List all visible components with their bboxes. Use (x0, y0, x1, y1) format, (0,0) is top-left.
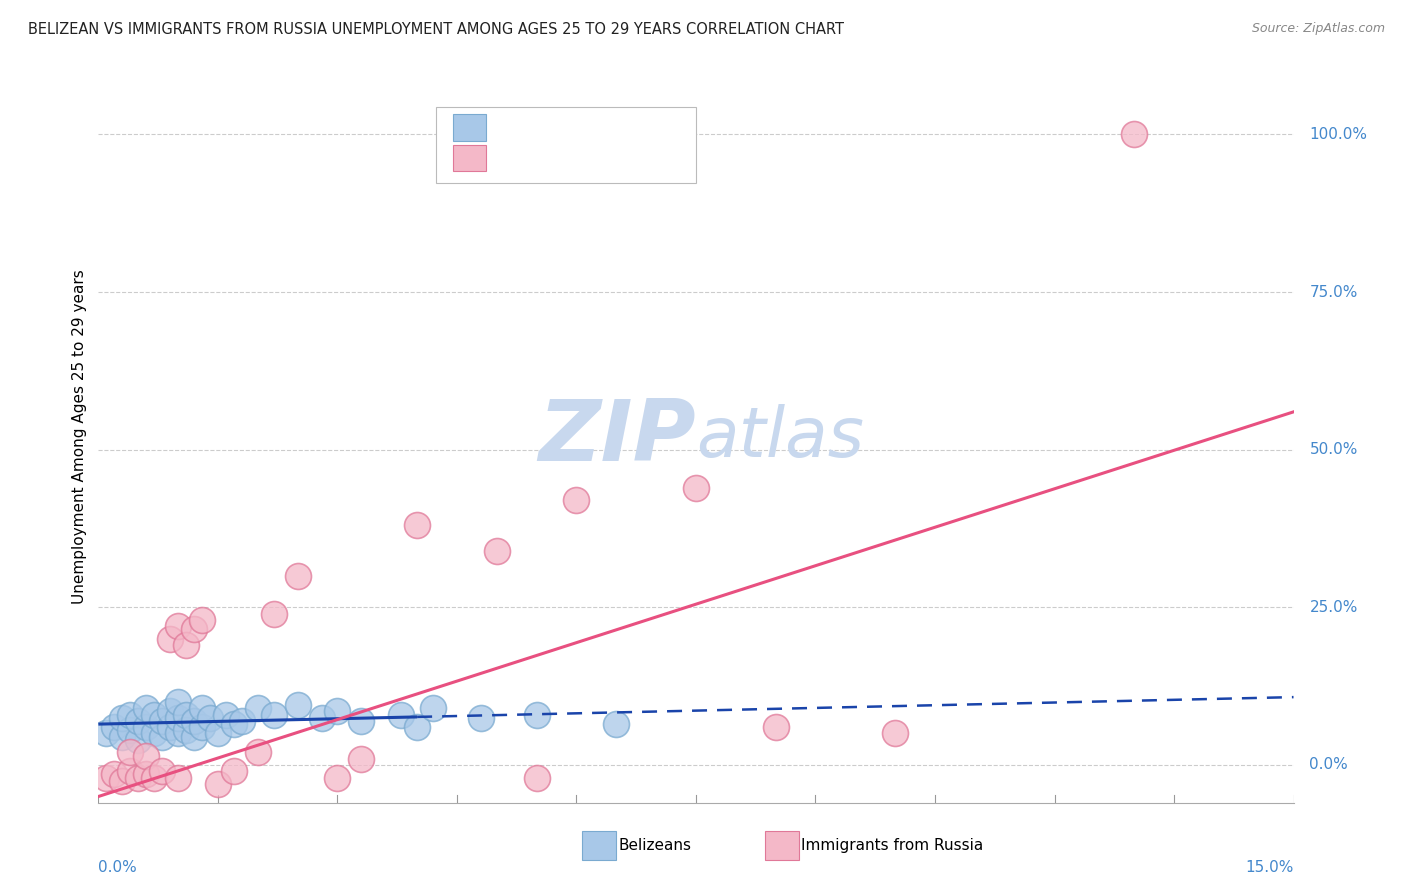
Point (167, 771, 190, 785)
Point (207, 777, 229, 791)
Text: 0.0%: 0.0% (1309, 757, 1348, 772)
Text: Immigrants from Russia: Immigrants from Russia (801, 838, 984, 853)
Point (198, 711, 221, 725)
Point (174, 707, 197, 722)
Text: 50.0%: 50.0% (1309, 442, 1358, 458)
Point (183, 623, 205, 637)
Point (167, 695, 190, 709)
Point (135, 748, 157, 763)
Text: BELIZEAN VS IMMIGRANTS FROM RUSSIA UNEMPLOYMENT AMONG AGES 25 TO 29 YEARS CORREL: BELIZEAN VS IMMIGRANTS FROM RUSSIA UNEMP… (28, 22, 844, 37)
Text: N =: N = (581, 149, 617, 167)
Point (135, 720, 157, 734)
Text: 100.0%: 100.0% (1309, 127, 1368, 142)
Text: 0.706: 0.706 (523, 149, 575, 167)
Point (159, 705, 181, 719)
Point (326, 771, 349, 785)
Point (167, 619, 190, 633)
Point (246, 701, 269, 715)
Point (103, 720, 125, 734)
Point (96, 726, 118, 740)
Point (526, 771, 548, 785)
Point (287, 569, 309, 583)
Point (159, 720, 181, 734)
Point (765, 720, 787, 734)
Point (263, 607, 285, 621)
Point (127, 771, 149, 785)
Point (143, 707, 166, 722)
Point (183, 714, 205, 728)
Point (222, 717, 245, 731)
Point (605, 717, 627, 731)
Point (207, 726, 229, 740)
Point (470, 711, 492, 725)
Point (103, 767, 125, 781)
Point (685, 481, 707, 495)
Point (389, 707, 412, 722)
Point (96, 771, 118, 785)
Point (174, 723, 197, 738)
Point (246, 745, 269, 759)
Point (150, 764, 173, 779)
Point (143, 771, 166, 785)
Point (565, 493, 588, 508)
Point (120, 764, 142, 779)
Point (326, 705, 349, 719)
Point (150, 730, 173, 744)
Point (111, 711, 134, 725)
Text: ZIP: ZIP (538, 395, 696, 479)
Text: R =: R = (492, 149, 529, 167)
Text: 42: 42 (609, 119, 633, 136)
Point (167, 711, 190, 725)
Text: 75.0%: 75.0% (1309, 285, 1358, 300)
Point (135, 767, 157, 781)
Text: 0.031: 0.031 (523, 119, 575, 136)
Point (526, 707, 548, 722)
Point (406, 518, 429, 533)
Point (127, 732, 149, 747)
Y-axis label: Unemployment Among Ages 25 to 29 years: Unemployment Among Ages 25 to 29 years (72, 269, 87, 605)
Point (222, 764, 245, 779)
Point (143, 726, 166, 740)
Text: R =: R = (492, 119, 529, 136)
Point (406, 720, 429, 734)
Point (183, 730, 205, 744)
Point (111, 730, 134, 744)
Point (350, 752, 373, 766)
Point (231, 714, 253, 728)
Point (191, 720, 214, 734)
Point (311, 711, 333, 725)
Point (127, 714, 149, 728)
Point (263, 707, 285, 722)
Text: N =: N = (581, 119, 617, 136)
Point (191, 613, 214, 627)
Point (111, 773, 134, 788)
Point (287, 698, 309, 712)
Point (135, 701, 157, 715)
Point (884, 726, 907, 740)
Text: 25.0%: 25.0% (1309, 599, 1358, 615)
Text: atlas: atlas (696, 403, 863, 471)
Text: Belizeans: Belizeans (619, 838, 692, 853)
Text: 31: 31 (609, 149, 631, 167)
Point (150, 714, 173, 728)
Point (191, 701, 214, 715)
Text: 0.0%: 0.0% (98, 860, 138, 874)
Point (485, 543, 508, 558)
Point (120, 707, 142, 722)
Text: 15.0%: 15.0% (1246, 860, 1294, 874)
Point (120, 723, 142, 738)
Point (1123, 128, 1146, 142)
Point (167, 726, 190, 740)
Point (350, 714, 373, 728)
Point (159, 632, 181, 646)
Point (174, 638, 197, 652)
Point (215, 707, 238, 722)
Text: Source: ZipAtlas.com: Source: ZipAtlas.com (1251, 22, 1385, 36)
Point (422, 701, 444, 715)
Point (120, 745, 142, 759)
